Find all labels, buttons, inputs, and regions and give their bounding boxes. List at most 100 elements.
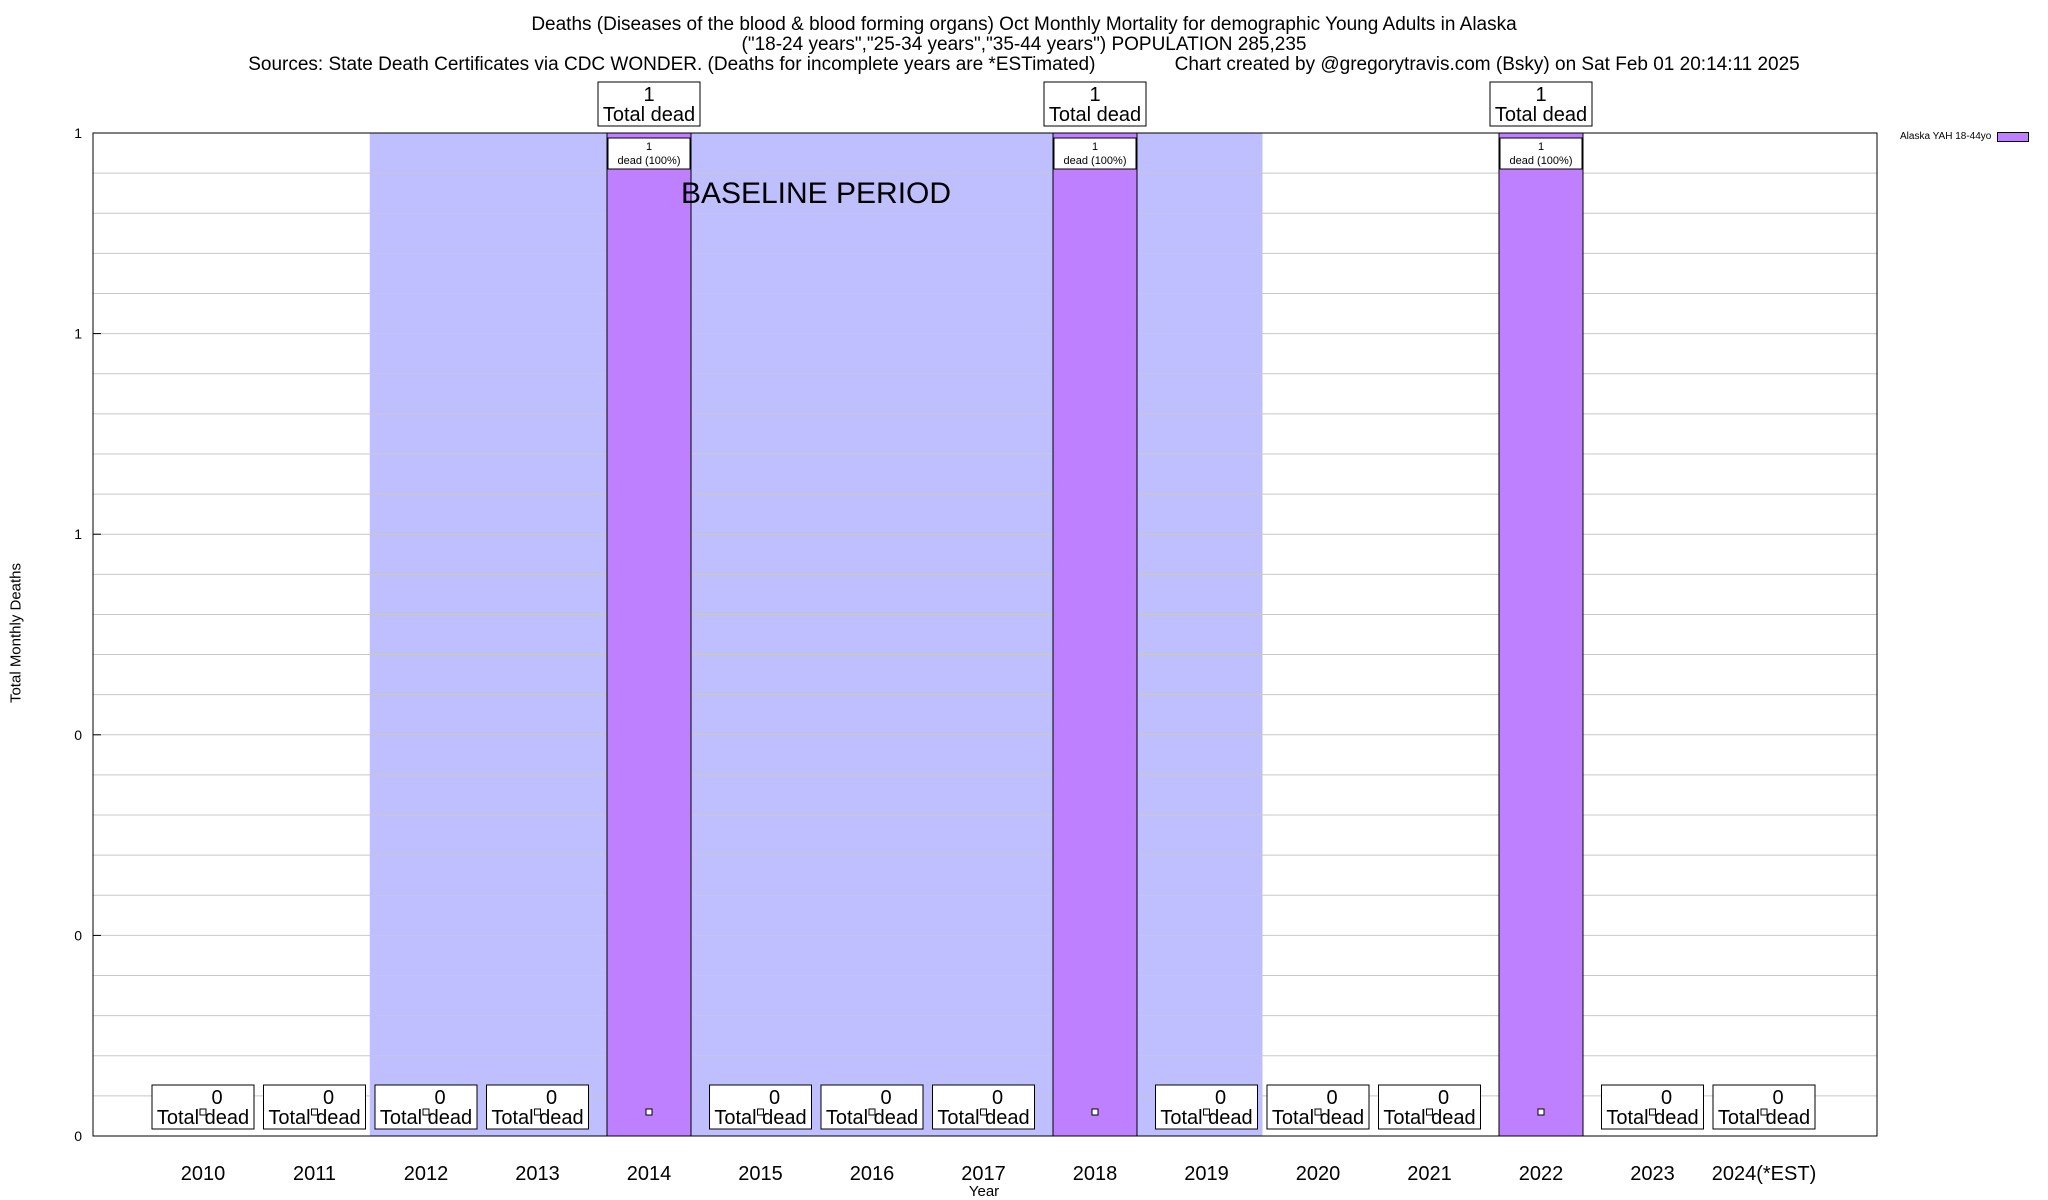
zero-label-box xyxy=(151,1084,255,1130)
x-marker xyxy=(980,1108,987,1116)
baseline-period-label: BASELINE PERIOD xyxy=(681,177,951,210)
bar xyxy=(1498,132,1584,1137)
zero-label-text: Total dead xyxy=(1383,1107,1475,1129)
x-marker xyxy=(1203,1108,1210,1116)
x-tick-label: 2023 xyxy=(1630,1163,1675,1185)
zero-label-text: Total dead xyxy=(714,1107,806,1129)
x-marker xyxy=(1314,1108,1322,1116)
zero-label-text: Total dead xyxy=(380,1107,472,1129)
zero-label-value: 0 xyxy=(992,1087,1003,1109)
zero-label-box xyxy=(1378,1084,1481,1130)
legend: Alaska YAH 18-44yo xyxy=(1900,131,2030,142)
x-marker xyxy=(1426,1108,1433,1116)
zero-label-value: 0 xyxy=(1661,1087,1672,1109)
in-bar-label-text: dead (100%) xyxy=(1064,155,1127,167)
total-label-text: Total dead xyxy=(603,104,695,126)
total-label-value: 1 xyxy=(1089,84,1100,106)
y-tick-label: 0 xyxy=(74,1128,82,1144)
x-tick-label: 2020 xyxy=(1296,1163,1341,1185)
x-tick-label: 2018 xyxy=(1073,1163,1118,1185)
legend-label: Alaska YAH 18-44yo xyxy=(1900,131,1992,142)
bar xyxy=(1052,132,1138,1137)
x-marker xyxy=(422,1108,430,1116)
zero-label-text: Total dead xyxy=(826,1107,918,1129)
y-tick-label: 1 xyxy=(74,526,82,542)
total-label-value: 1 xyxy=(1535,84,1546,106)
total-label-text: Total dead xyxy=(1049,104,1141,126)
x-marker xyxy=(645,1108,653,1116)
in-bar-label-value: 1 xyxy=(646,141,652,153)
x-tick-label: 2015 xyxy=(738,1163,783,1185)
x-tick-label: 2013 xyxy=(515,1163,560,1185)
zero-label-text: Total dead xyxy=(491,1107,583,1129)
zero-label-box xyxy=(374,1084,478,1130)
bar xyxy=(606,132,692,1137)
y-tick-label: 1 xyxy=(74,326,82,342)
zero-label-box xyxy=(709,1084,812,1130)
zero-label-value: 0 xyxy=(434,1087,445,1109)
zero-label-box xyxy=(820,1084,924,1130)
x-axis-label: Year xyxy=(968,1183,1000,1200)
zero-label-value: 0 xyxy=(1326,1087,1337,1109)
zero-label-value: 0 xyxy=(880,1087,891,1109)
zero-label-box xyxy=(1601,1084,1704,1130)
x-tick-label: 2017 xyxy=(961,1163,1006,1185)
zero-label-box xyxy=(932,1084,1035,1130)
x-tick-label: 2021 xyxy=(1407,1163,1452,1185)
x-marker xyxy=(1649,1108,1656,1116)
zero-label-value: 0 xyxy=(769,1087,780,1109)
total-label-value: 1 xyxy=(643,84,654,106)
in-bar-label-text: dead (100%) xyxy=(618,155,681,167)
in-bar-label-value: 1 xyxy=(1538,141,1544,153)
zero-label-box xyxy=(263,1084,366,1130)
chart-source-line: Sources: State Death Certificates via CD… xyxy=(248,54,1800,75)
zero-label-text: Total dead xyxy=(1606,1107,1698,1129)
x-tick-label: 2010 xyxy=(181,1163,226,1185)
zero-label-box xyxy=(1155,1084,1258,1130)
zero-label-value: 0 xyxy=(1772,1087,1783,1109)
zero-label-value: 0 xyxy=(211,1087,222,1109)
x-marker xyxy=(1537,1108,1545,1116)
zero-label-text: Total dead xyxy=(1160,1107,1252,1129)
x-marker xyxy=(1760,1108,1768,1116)
x-tick-label: 2011 xyxy=(293,1163,336,1185)
zero-label-text: Total dead xyxy=(1718,1107,1810,1129)
legend-swatch xyxy=(1997,131,2030,142)
x-tick-label: 2012 xyxy=(404,1163,449,1185)
total-label-box xyxy=(597,81,701,127)
chart-subtitle: ("18-24 years","25-34 years","35-44 year… xyxy=(741,34,1307,55)
x-marker xyxy=(1091,1108,1099,1116)
x-tick-label: 2024(*EST) xyxy=(1712,1163,1817,1185)
in-bar-label-text: dead (100%) xyxy=(1510,155,1573,167)
zero-label-value: 0 xyxy=(546,1087,557,1109)
in-bar-label-box xyxy=(1499,137,1583,170)
zero-label-value: 0 xyxy=(1438,1087,1449,1109)
in-bar-label-value: 1 xyxy=(1092,141,1098,153)
x-marker xyxy=(757,1108,764,1116)
y-tick-label: 0 xyxy=(74,727,82,743)
x-tick-label: 2014 xyxy=(627,1163,672,1185)
zero-label-box xyxy=(1712,1084,1816,1130)
x-tick-label: 2019 xyxy=(1184,1163,1229,1185)
total-label-box xyxy=(1043,81,1147,127)
y-tick-label: 1 xyxy=(74,125,82,141)
zero-label-box xyxy=(1266,1084,1370,1130)
zero-label-value: 0 xyxy=(323,1087,334,1109)
total-label-box xyxy=(1489,81,1593,127)
total-label-text: Total dead xyxy=(1495,104,1587,126)
x-marker xyxy=(534,1108,541,1116)
in-bar-label-box xyxy=(607,137,691,170)
zero-label-text: Total dead xyxy=(157,1107,249,1129)
zero-label-text: Total dead xyxy=(937,1107,1029,1129)
in-bar-label-box xyxy=(1053,137,1137,170)
zero-label-box xyxy=(486,1084,589,1130)
x-marker xyxy=(311,1108,318,1116)
zero-label-value: 0 xyxy=(1215,1087,1226,1109)
x-tick-label: 2016 xyxy=(850,1163,895,1185)
x-marker xyxy=(199,1108,207,1116)
zero-label-text: Total dead xyxy=(1272,1107,1364,1129)
zero-label-text: Total dead xyxy=(268,1107,360,1129)
y-tick-label: 0 xyxy=(74,927,82,943)
x-marker xyxy=(868,1108,876,1116)
